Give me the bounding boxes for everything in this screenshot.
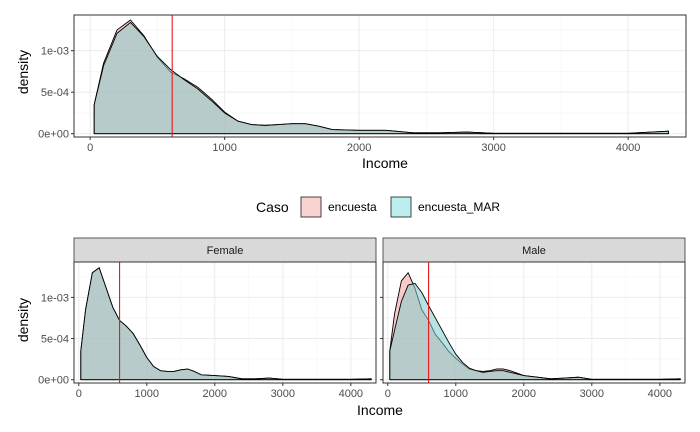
legend-key-encuesta-mar <box>390 196 412 218</box>
x-tick-label: 3000 <box>271 388 295 400</box>
x-tick-label: 3000 <box>580 388 604 400</box>
strip-label-female: Female <box>207 245 244 257</box>
x-tick-label: 3000 <box>481 142 505 154</box>
x-axis-title-bottom: Income <box>357 402 403 418</box>
panel-border <box>73 261 377 384</box>
x-tick-label: 0 <box>385 388 391 400</box>
x-tick-label: 4000 <box>648 388 672 400</box>
density-area-encuesta-mar <box>80 267 372 381</box>
panel-overall: 0 1000 2000 3000 4000 0e+00 5e-04 1e-03 <box>38 14 687 154</box>
density-area-encuesta-mar <box>93 22 669 135</box>
y-axis-title-top: density <box>15 50 31 94</box>
x-tick-label: 4000 <box>616 142 640 154</box>
x-tick-label: 0 <box>87 142 93 154</box>
y-tick-label: 0e+00 <box>38 129 69 141</box>
panel-border <box>73 14 687 138</box>
x-tick-label: 2000 <box>512 388 536 400</box>
y-tick-label: 5e-04 <box>41 87 69 99</box>
y-tick-label: 1e-03 <box>41 46 69 58</box>
y-tick-label: 5e-04 <box>41 334 69 346</box>
strip-male: Male <box>382 237 686 263</box>
y-tick-label: 0e+00 <box>38 375 69 387</box>
strip-female: Female <box>73 237 377 263</box>
strip-label-male: Male <box>522 245 546 257</box>
x-tick-label: 4000 <box>339 388 363 400</box>
legend-title: Caso <box>256 199 289 215</box>
x-tick-label: 1000 <box>212 142 236 154</box>
x-tick-label: 2000 <box>347 142 371 154</box>
panel-male: 0 1000 2000 3000 4000 <box>380 261 686 400</box>
x-tick-label: 1000 <box>444 388 468 400</box>
legend: Caso encuesta encuesta_MAR <box>256 196 500 218</box>
x-axis-title-top: Income <box>362 155 408 171</box>
panel-border <box>382 261 686 384</box>
legend-label-encuesta: encuesta <box>328 200 377 214</box>
density-area-encuesta-mar <box>389 282 681 381</box>
legend-label-encuesta-mar: encuesta_MAR <box>418 200 500 214</box>
x-tick-label: 2000 <box>203 388 227 400</box>
y-tick-label: 1e-03 <box>41 292 69 304</box>
x-tick-label: 0 <box>76 388 82 400</box>
y-axis-title-bottom: density <box>15 298 31 342</box>
x-tick-label: 1000 <box>135 388 159 400</box>
panel-female: 0 1000 2000 3000 4000 0e+00 5e-04 1e-03 <box>38 261 377 400</box>
legend-key-encuesta <box>300 196 322 218</box>
